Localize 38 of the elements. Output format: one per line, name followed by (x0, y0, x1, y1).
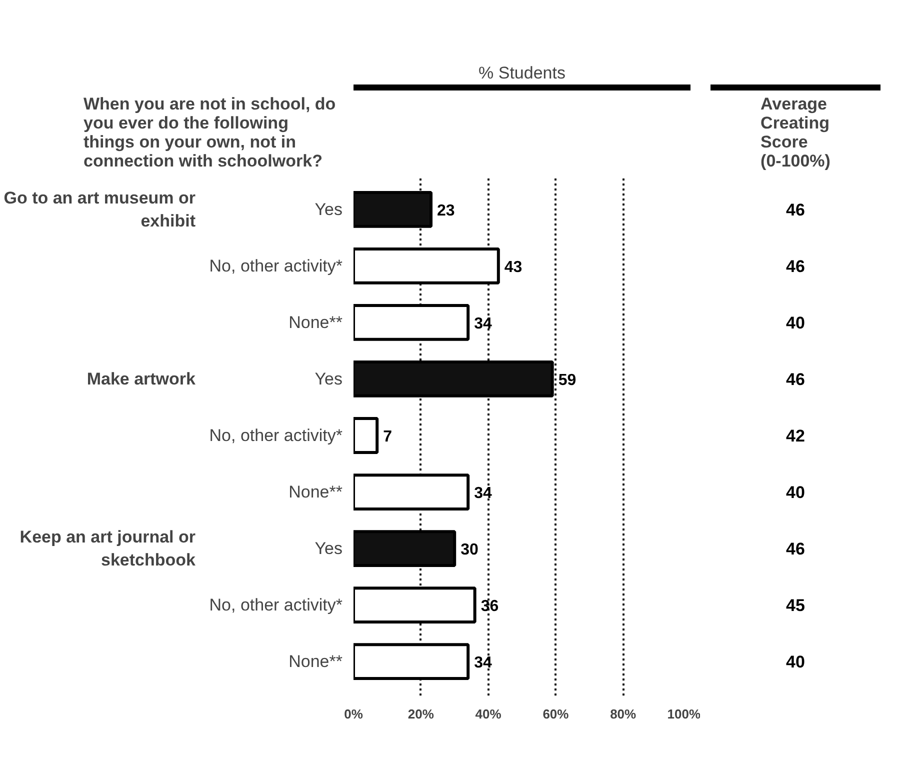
data-label: 46 (786, 370, 805, 389)
y-tick-label: None** (288, 652, 343, 672)
y-tick-label: No, other activity* (209, 256, 343, 276)
data-label: 40 (786, 483, 805, 502)
bar (354, 417, 379, 454)
x-tick-label: 0% (344, 706, 364, 722)
x-tick-label: 100% (667, 706, 701, 722)
x-tick-label: 20% (408, 706, 434, 722)
data-label: 45 (786, 596, 805, 616)
data-label: 36 (480, 598, 499, 616)
text: Keep an art journal or sketchbook (20, 528, 196, 570)
text: Go to an art museum or exhibit (4, 188, 196, 230)
y-tick-label: None** (288, 312, 343, 332)
data-label: 43 (504, 258, 522, 276)
x-tick-label: 60% (542, 706, 570, 722)
x-tick-label: 40% (475, 706, 502, 722)
data-label: 7 (383, 428, 392, 446)
data-label: 46 (786, 200, 805, 220)
y-tick-label: None** (288, 482, 343, 502)
x-axis-title: % Students (478, 64, 566, 82)
data-label: 42 (786, 426, 805, 446)
y-tick-label: Yes (314, 200, 342, 219)
data-label: 23 (437, 202, 455, 220)
data-label: 40 (786, 313, 805, 332)
data-label: 46 (786, 540, 805, 559)
data-label: 30 (460, 542, 478, 559)
y-tick-label: No, other activity* (209, 426, 343, 445)
data-label: 46 (786, 256, 805, 276)
y-tick-label: No, other activity* (209, 596, 343, 615)
data-label: 59 (558, 372, 576, 389)
y-tick-label: Yes (314, 369, 342, 388)
text: When you are not in school, do you ever do the following things on your own, not in connection with schoolwork? (84, 94, 336, 170)
y-tick-label: Yes (314, 539, 342, 558)
text: Average Creating Score (0-100%) (760, 94, 830, 170)
bar (354, 474, 470, 510)
x-tick-label: 80% (610, 706, 637, 722)
data-label: 40 (786, 652, 805, 672)
text: Make artwork (86, 369, 196, 388)
